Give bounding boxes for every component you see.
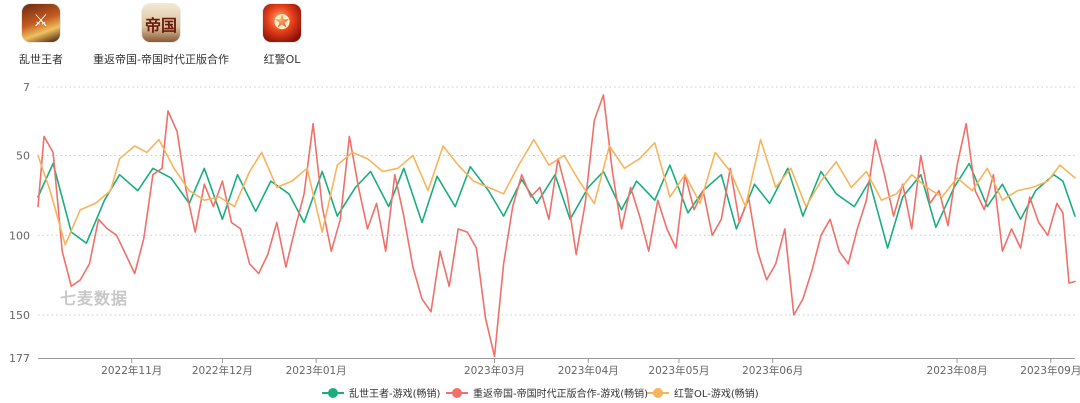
y-tick-label: 50 [16, 150, 30, 163]
y-tick-label: 177 [9, 352, 30, 365]
app-name-hongjing-ol: 红警OL [263, 53, 301, 66]
legend-item-luanshi-wangzhe[interactable]: 乱世王者-游戏(畅销) [322, 385, 440, 400]
x-tick-label: 2023年04月 [558, 364, 619, 377]
chart-legend: 乱世王者-游戏(畅销) 重返帝国-帝国时代正版合作-游戏(畅销) 红警OL-游戏… [0, 385, 1080, 401]
warrior-icon: ⚔ [33, 11, 49, 31]
x-tick-label: 2023年01月 [286, 364, 347, 377]
x-tick-label: 2022年11月 [101, 364, 162, 377]
legend-label: 乱世王者-游戏(畅销) [349, 389, 441, 400]
app-name-luanshi-wangzhe: 乱世王者 [19, 53, 63, 66]
watermark: 七麦数据 [60, 289, 129, 308]
legend-item-hongjing-ol[interactable]: 红警OL-游戏(畅销) [647, 385, 759, 400]
chongfan-diguo-app-icon[interactable]: 帝国 [142, 4, 180, 42]
series-line-luanshi-wangzhe [37, 162, 1076, 249]
x-tick-label: 2023年08月 [927, 364, 988, 377]
app-luanshi-wangzhe[interactable]: ⚔ 乱世王者 [0, 4, 121, 67]
diguo-icon-text: 帝国 [144, 16, 177, 35]
luanshi-wangzhe-app-icon[interactable]: ⚔ [22, 4, 60, 42]
ranking-line-chart: 7 50 100 150 177 2022年11月 2022年12月 2023年01月 2023… [9, 81, 1080, 377]
x-tick-label: 2023年03月 [464, 364, 525, 377]
series-line-chongfan-diguo [37, 94, 1076, 358]
legend-marker-icon [647, 387, 669, 398]
x-tick-label: 2023年05月 [648, 364, 709, 377]
legend-label: 重返帝国-帝国时代正版合作-游戏(畅销) [473, 389, 649, 400]
legend-marker-icon [322, 387, 344, 398]
series-line-hongjing-ol [37, 138, 1076, 246]
legend-marker-icon [446, 387, 468, 398]
app-header-row: ⚔ 乱世王者 帝国 重返帝国-帝国时代正版合作 ✪ 红警OL [0, 0, 1080, 75]
x-tick-label: 2023年09月 [1020, 364, 1080, 377]
x-tick-label: 2022年12月 [192, 364, 253, 377]
legend-item-chongfan-diguo[interactable]: 重返帝国-帝国时代正版合作-游戏(畅销) [446, 385, 648, 400]
app-chongfan-diguo[interactable]: 帝国 重返帝国-帝国时代正版合作 [81, 4, 241, 67]
hongjing-ol-app-icon[interactable]: ✪ [263, 4, 301, 42]
app-hongjing-ol[interactable]: ✪ 红警OL [202, 4, 362, 67]
ra2-emblem-icon: ✪ [273, 10, 291, 34]
y-tick-label: 150 [9, 309, 30, 322]
x-tick-label: 2023年06月 [742, 364, 803, 377]
app-name-chongfan-diguo: 重返帝国-帝国时代正版合作 [93, 53, 229, 66]
y-tick-label: 7 [23, 81, 30, 94]
legend-label: 红警OL-游戏(畅销) [674, 389, 759, 400]
y-tick-label: 100 [9, 229, 30, 242]
